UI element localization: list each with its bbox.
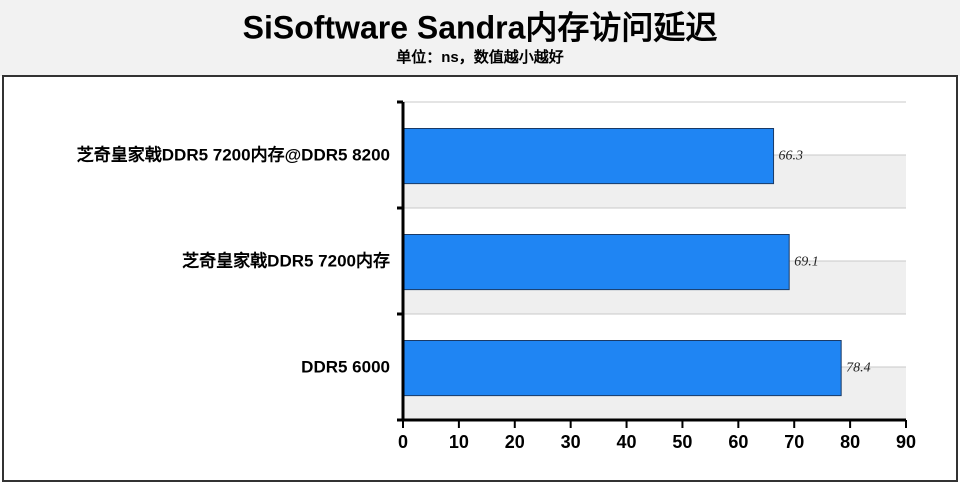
x-tick-label: 70 bbox=[784, 432, 804, 452]
x-tick-label: 20 bbox=[505, 432, 525, 452]
x-tick-label: 0 bbox=[398, 432, 408, 452]
bar bbox=[402, 234, 790, 291]
value-label: 78.4 bbox=[846, 360, 871, 375]
x-tick-label: 60 bbox=[728, 432, 748, 452]
y-tick-label: DDR5 6000 bbox=[301, 358, 390, 377]
header-background bbox=[0, 0, 960, 76]
x-tick-label: 90 bbox=[896, 432, 916, 452]
x-tick-label: 80 bbox=[840, 432, 860, 452]
x-tick-label: 10 bbox=[449, 432, 469, 452]
bar bbox=[402, 128, 775, 185]
y-tick-label: 芝奇皇家戟DDR5 7200内存 bbox=[182, 251, 390, 271]
x-tick-label: 30 bbox=[561, 432, 581, 452]
x-tick-label: 50 bbox=[672, 432, 692, 452]
value-label: 69.1 bbox=[794, 254, 819, 269]
chart-subtitle: 单位：ns，数值越小越好 bbox=[396, 48, 564, 66]
chart-title: SiSoftware Sandra内存访问延迟 bbox=[243, 9, 718, 45]
value-label: 66.3 bbox=[779, 148, 804, 163]
y-tick-label: 芝奇皇家戟DDR5 7200内存@DDR5 8200 bbox=[77, 145, 390, 165]
bar bbox=[402, 340, 842, 397]
x-tick-label: 40 bbox=[617, 432, 637, 452]
